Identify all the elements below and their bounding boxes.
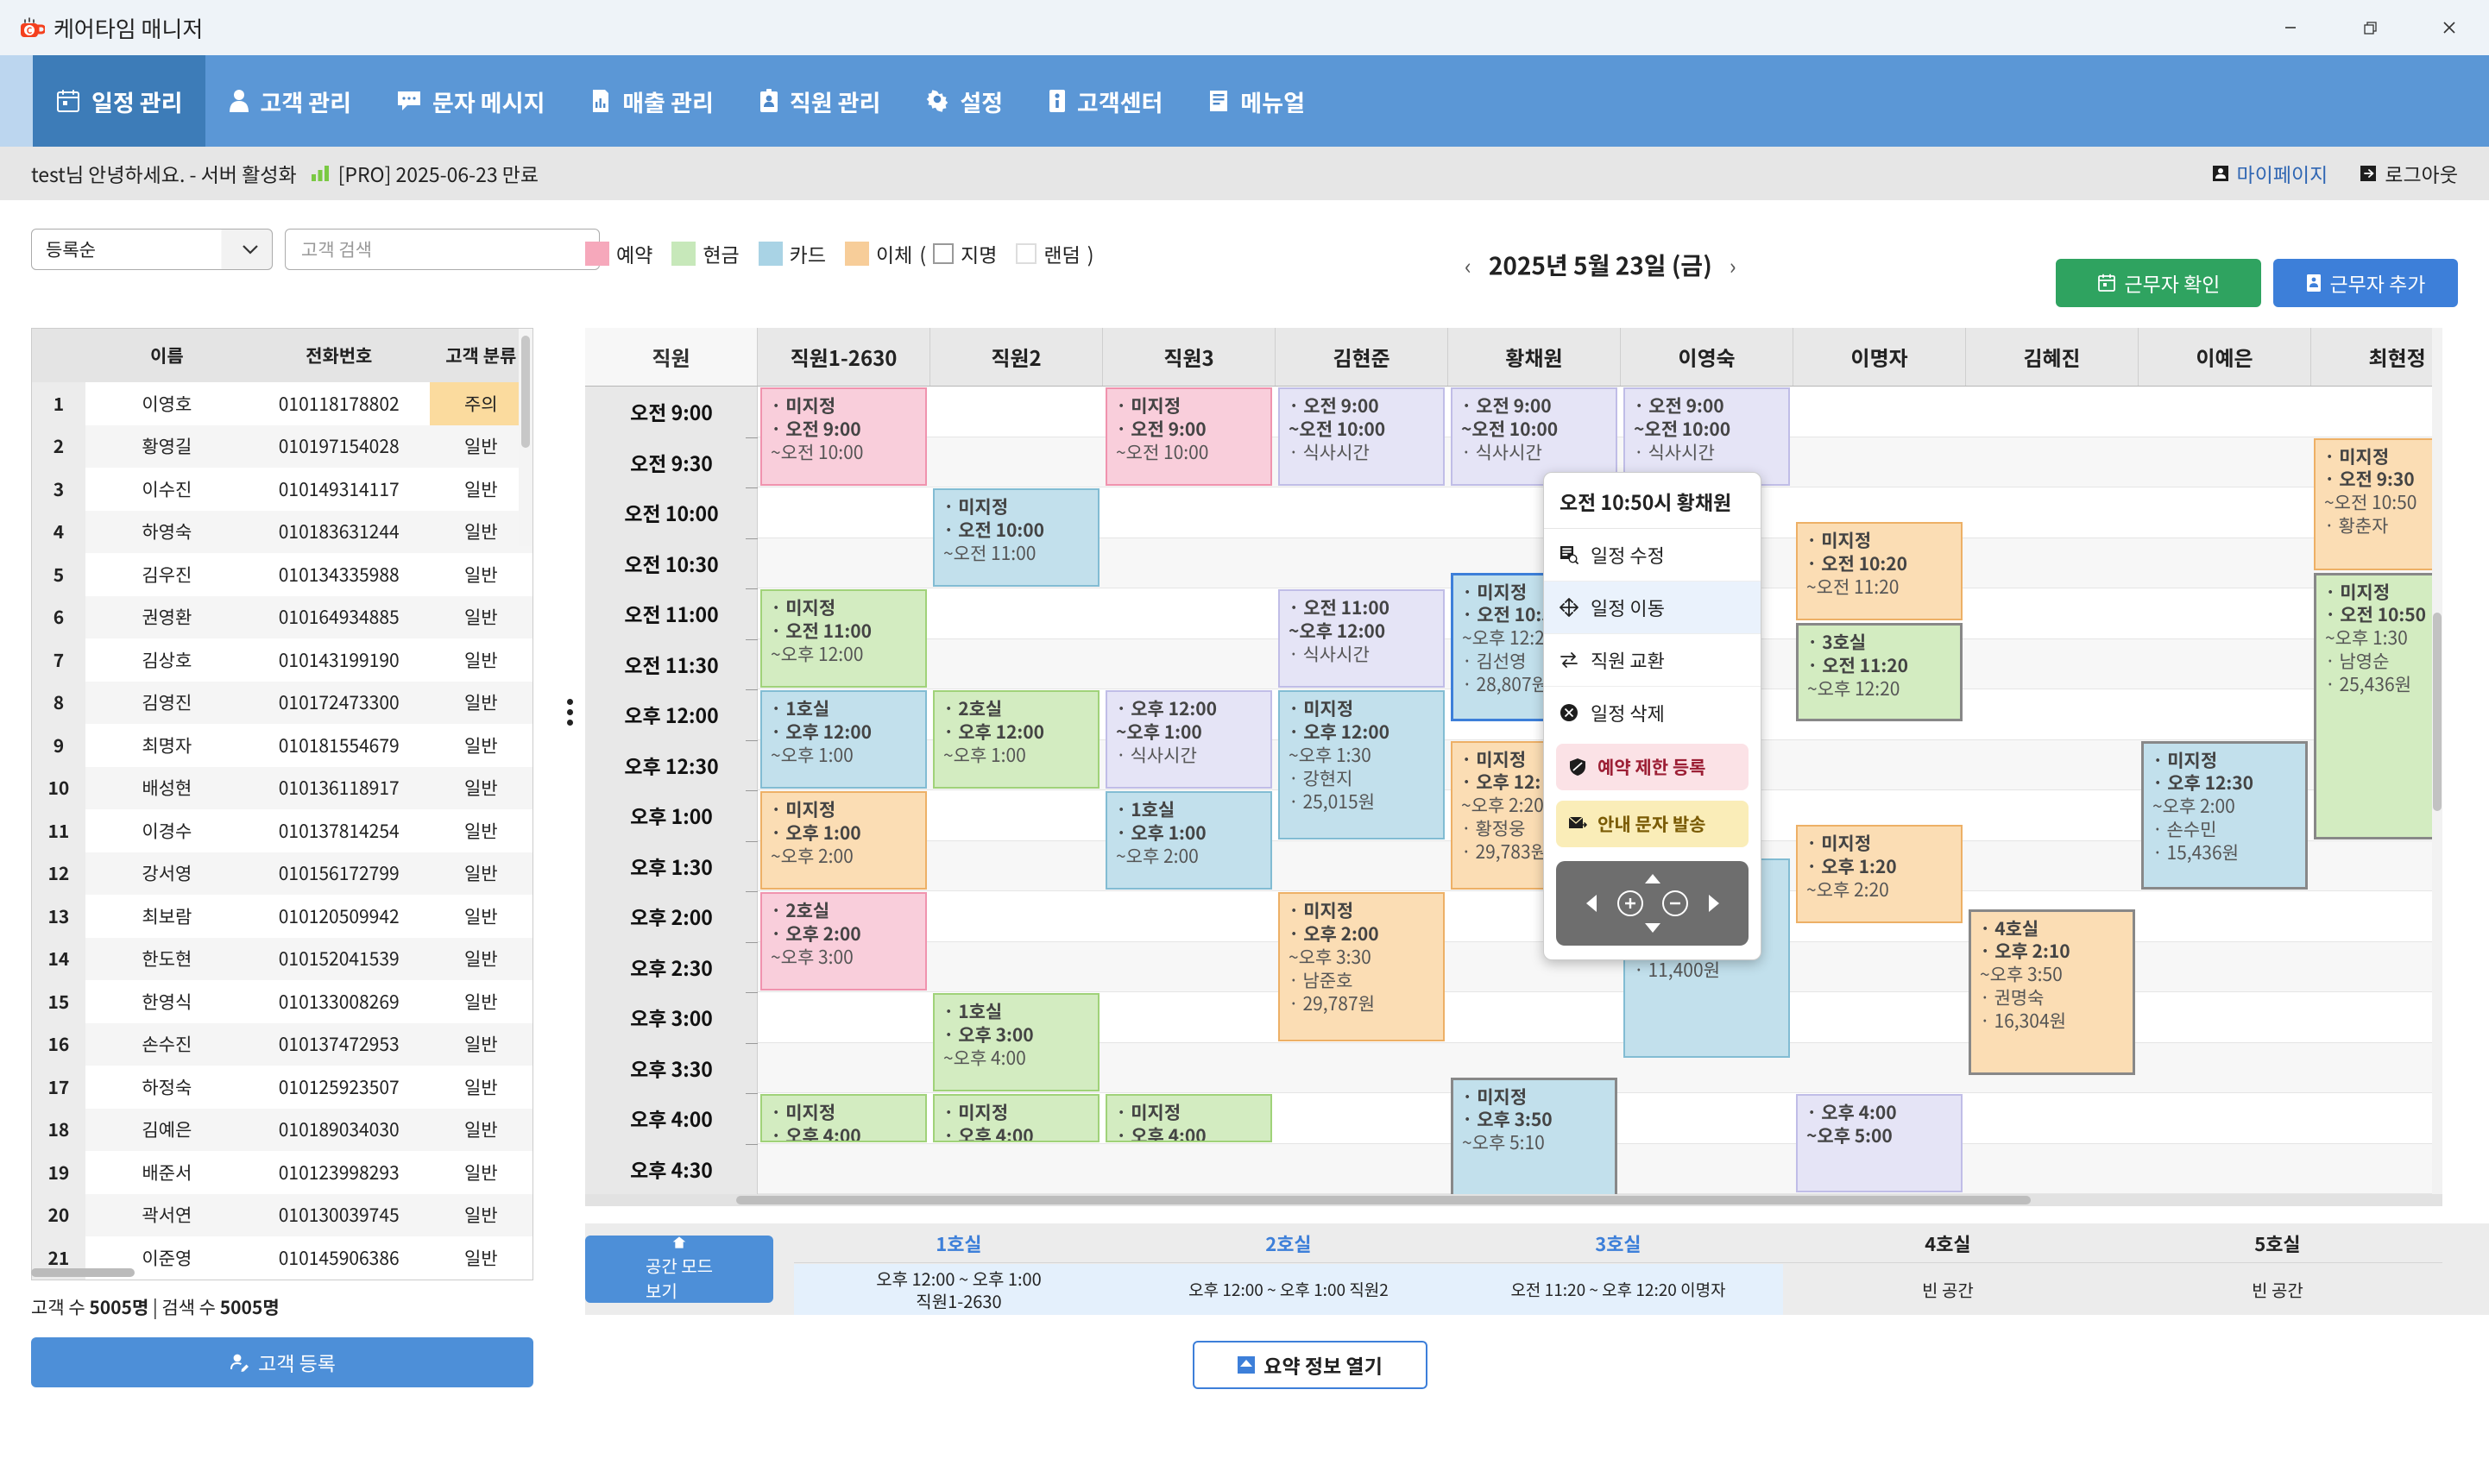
svg-text:C: C xyxy=(27,23,33,36)
